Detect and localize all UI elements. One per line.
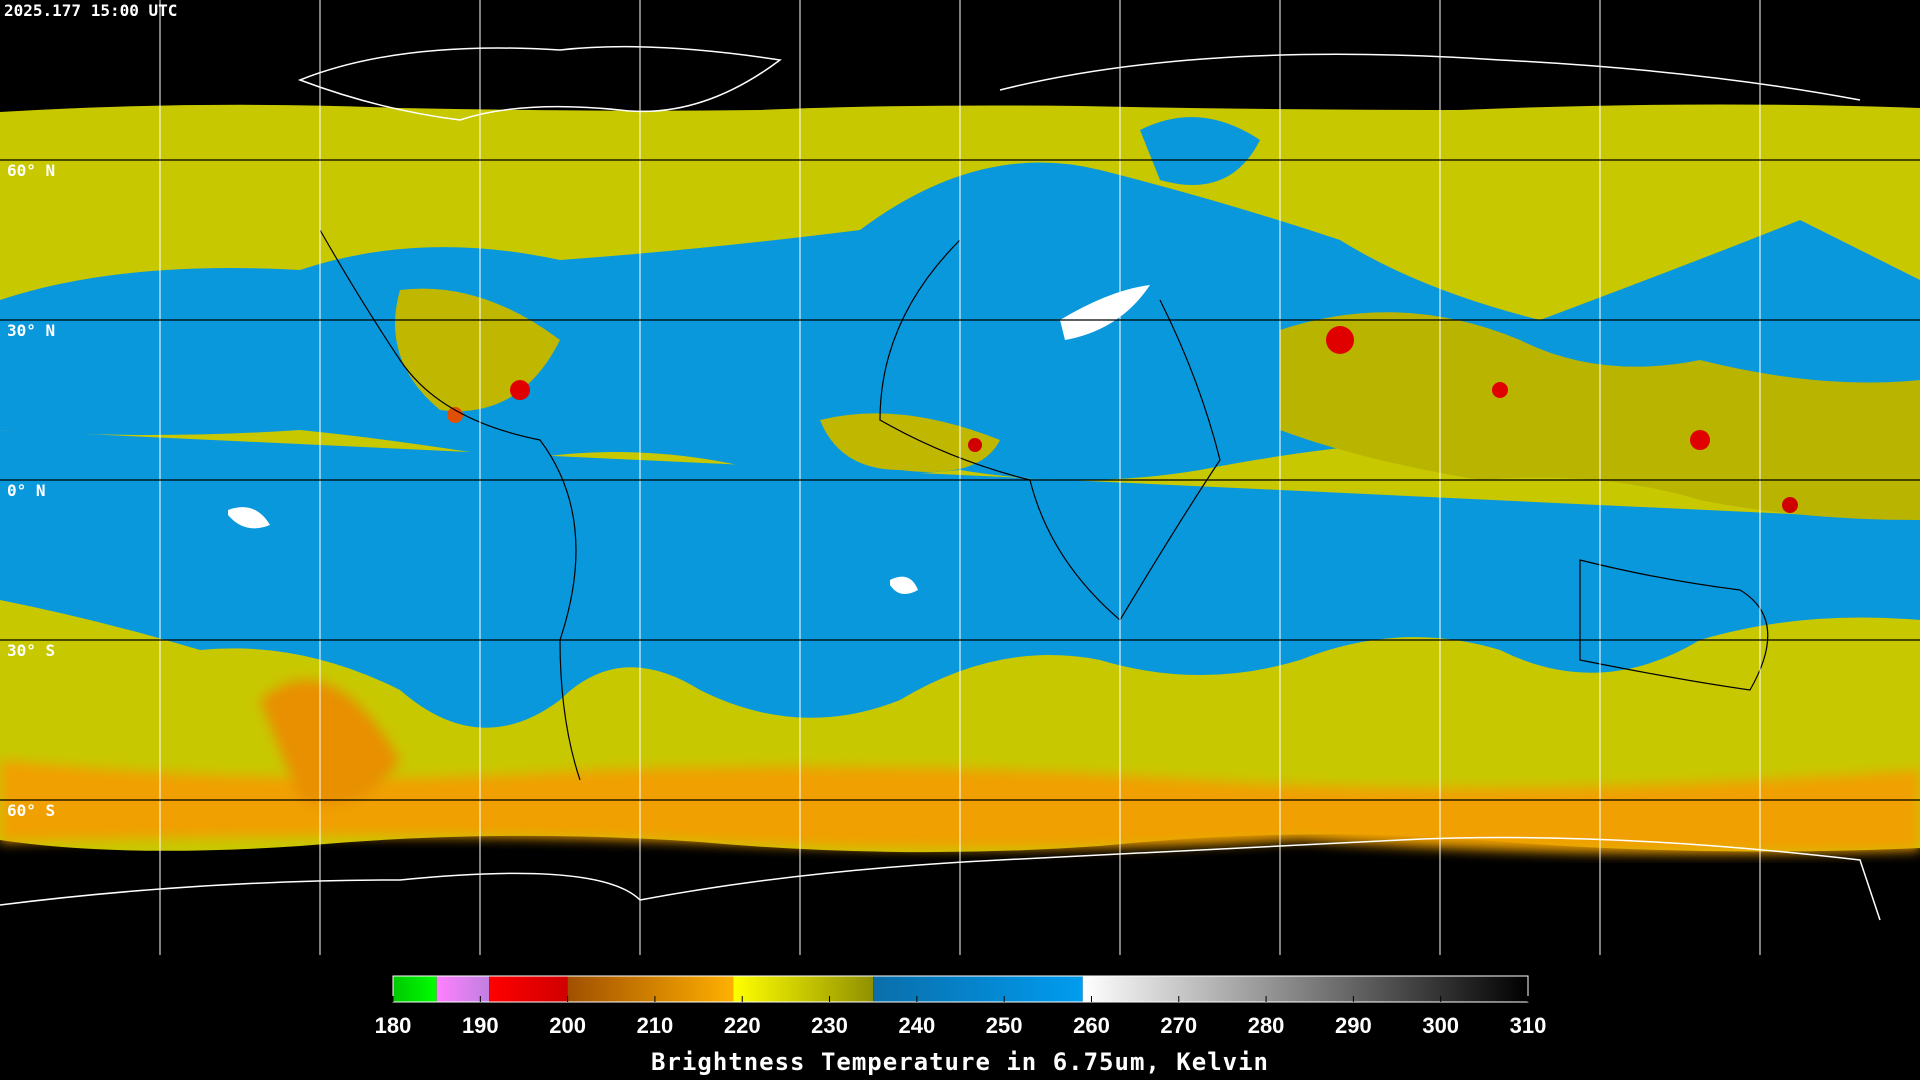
colorbar-title: Brightness Temperature in 6.75um, Kelvin: [651, 1048, 1269, 1076]
coastline: [319, 229, 581, 781]
colorbar: 180 190 200 210 220 230 240 250 260 270 280 290 300 3…: [375, 975, 1547, 1038]
colorbar-tick-label: 300: [1422, 1013, 1459, 1038]
graticule: 60° N 30° N 0° N 30° S 60° S: [7, 0, 1761, 955]
coastline: [1579, 559, 1769, 691]
colorbar-segment: [1082, 976, 1528, 1002]
colorbar-tick-label: 270: [1160, 1013, 1197, 1038]
timestamp: 2025.177 15:00 UTC: [4, 1, 177, 20]
convection: [1326, 326, 1354, 354]
dry-patch: [228, 507, 270, 529]
lat-label: 30° S: [7, 641, 55, 660]
lat-label: 0° N: [7, 481, 46, 500]
africa-cloud: [820, 413, 1000, 472]
coastline: [297, 45, 782, 121]
coastline: [999, 53, 1861, 101]
dry-patch: [1060, 285, 1150, 340]
colorbar-tick-label: 250: [986, 1013, 1023, 1038]
lat-label: 60° N: [7, 161, 55, 180]
colorbar-tick-label: 180: [375, 1013, 412, 1038]
orange-swirl: [260, 680, 400, 805]
convection: [1782, 497, 1798, 513]
convection: [1492, 382, 1508, 398]
colorbar-segment: [567, 976, 734, 1002]
colorbar-tick-label: 260: [1073, 1013, 1110, 1038]
colorbar-segment: [489, 976, 568, 1002]
colorbar-segment: [733, 976, 874, 1002]
colorbar-tick-label: 210: [637, 1013, 674, 1038]
colorbar-tick-label: 240: [898, 1013, 935, 1038]
colorbar-tick-label: 310: [1510, 1013, 1547, 1038]
convection: [510, 380, 530, 400]
colorbar-tick-label: 200: [549, 1013, 586, 1038]
dry-patch: [890, 576, 918, 594]
coastline: [879, 239, 1221, 621]
colorbar-tick-label: 290: [1335, 1013, 1372, 1038]
blue-patch: [1140, 117, 1260, 185]
lat-label: 30° N: [7, 321, 55, 340]
convection: [447, 407, 463, 423]
colorbar-tick-label: 280: [1248, 1013, 1285, 1038]
colorbar-tick-label: 220: [724, 1013, 761, 1038]
colorbar-tick-label: 230: [811, 1013, 848, 1038]
lat-label: 60° S: [7, 801, 55, 820]
coastline: [0, 836, 1881, 921]
colorbar-frame: [392, 975, 1529, 1003]
colorbar-segment: [873, 976, 1083, 1002]
colorbar-segment: [436, 976, 490, 1002]
colorbar-segment: [393, 976, 437, 1002]
convection: [968, 438, 982, 452]
colorbar-tick-label: 190: [462, 1013, 499, 1038]
convection: [1690, 430, 1710, 450]
